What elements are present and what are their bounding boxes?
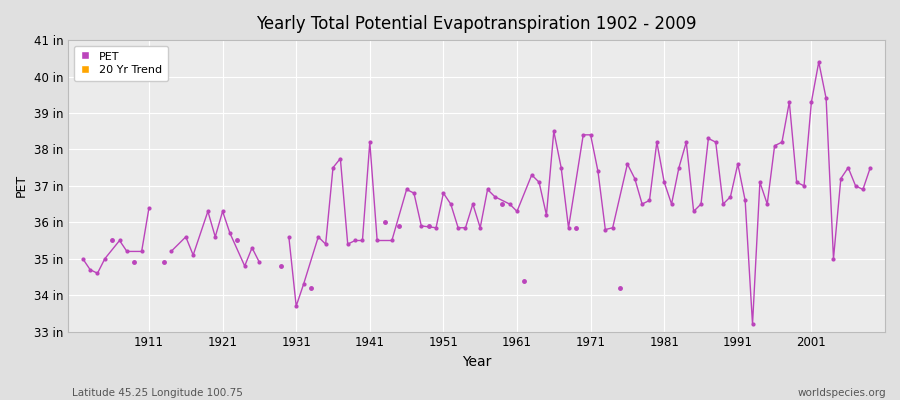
Title: Yearly Total Potential Evapotranspiration 1902 - 2009: Yearly Total Potential Evapotranspiratio… [256, 15, 697, 33]
Text: worldspecies.org: worldspecies.org [798, 388, 886, 398]
Y-axis label: PET: PET [15, 174, 28, 198]
Text: Latitude 45.25 Longitude 100.75: Latitude 45.25 Longitude 100.75 [72, 388, 243, 398]
Legend: PET, 20 Yr Trend: PET, 20 Yr Trend [74, 46, 167, 81]
X-axis label: Year: Year [462, 355, 491, 369]
